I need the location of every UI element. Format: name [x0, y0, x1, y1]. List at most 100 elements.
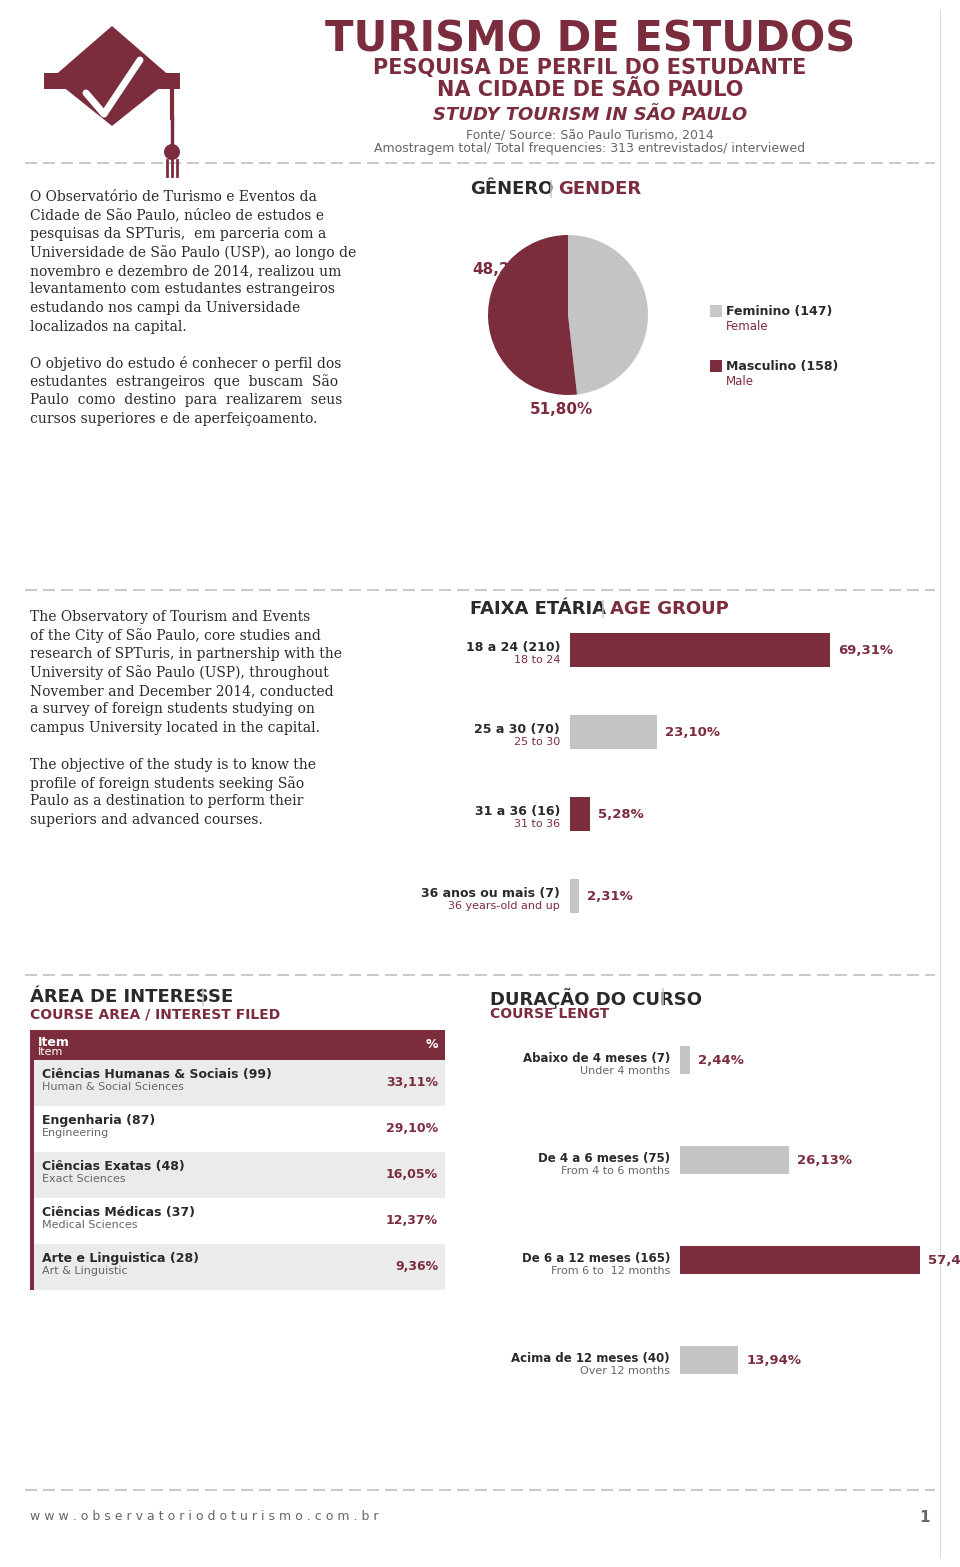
Text: |: | — [548, 180, 554, 197]
Bar — [30, 1106, 445, 1152]
Text: TURISMO DE ESTUDOS: TURISMO DE ESTUDOS — [324, 17, 855, 60]
Text: FAIXA ETÁRIA: FAIXA ETÁRIA — [470, 600, 606, 617]
Text: 2,31%: 2,31% — [587, 890, 633, 903]
Text: The objective of the study is to know the: The objective of the study is to know th… — [30, 757, 316, 771]
Text: Universidade de São Paulo (USP), ao longo de: Universidade de São Paulo (USP), ao long… — [30, 246, 356, 260]
Text: 26,13%: 26,13% — [797, 1153, 852, 1166]
Text: Medical Sciences: Medical Sciences — [42, 1221, 137, 1230]
Bar — [680, 1145, 789, 1174]
Text: 31 a 36 (16): 31 a 36 (16) — [474, 805, 560, 818]
Bar — [570, 798, 589, 831]
Text: Paulo  como  destino  para  realizarem  seus: Paulo como destino para realizarem seus — [30, 393, 343, 407]
Text: 12,37%: 12,37% — [386, 1214, 438, 1227]
Bar — [30, 1152, 445, 1199]
Text: 33,11%: 33,11% — [386, 1077, 438, 1089]
Text: 18 to 24: 18 to 24 — [514, 655, 560, 664]
Text: 23,10%: 23,10% — [664, 726, 720, 738]
Wedge shape — [488, 235, 577, 395]
Text: PESQUISA DE PERFIL DO ESTUDANTE: PESQUISA DE PERFIL DO ESTUDANTE — [373, 58, 806, 78]
Bar — [680, 1346, 738, 1374]
Text: Human & Social Sciences: Human & Social Sciences — [42, 1081, 184, 1092]
Text: 36 anos ou mais (7): 36 anos ou mais (7) — [421, 887, 560, 899]
Bar — [30, 1199, 34, 1244]
Bar — [570, 633, 830, 668]
Bar — [570, 715, 657, 749]
Text: of the City of São Paulo, core studies and: of the City of São Paulo, core studies a… — [30, 628, 321, 644]
Text: Ciências Médicas (37): Ciências Médicas (37) — [42, 1207, 195, 1219]
Bar — [30, 1199, 445, 1244]
Text: De 4 a 6 meses (75): De 4 a 6 meses (75) — [538, 1152, 670, 1164]
Text: profile of foreign students seeking São: profile of foreign students seeking São — [30, 776, 304, 791]
Text: 5,28%: 5,28% — [598, 807, 643, 821]
Bar — [680, 1047, 690, 1073]
Text: w w w . o b s e r v a t o r i o d o t u r i s m o . c o m . b r: w w w . o b s e r v a t o r i o d o t u … — [30, 1511, 378, 1523]
Text: superiors and advanced courses.: superiors and advanced courses. — [30, 813, 263, 827]
Text: Over 12 months: Over 12 months — [580, 1366, 670, 1376]
Text: Cidade de São Paulo, núcleo de estudos e: Cidade de São Paulo, núcleo de estudos e — [30, 208, 324, 223]
Text: 2,44%: 2,44% — [698, 1053, 744, 1067]
Text: 25 a 30 (70): 25 a 30 (70) — [474, 722, 560, 736]
Text: pesquisas da SPTuris,  em parceria com a: pesquisas da SPTuris, em parceria com a — [30, 227, 326, 241]
Text: Item: Item — [38, 1047, 63, 1058]
Text: GENDER: GENDER — [558, 180, 641, 197]
Text: GÊNERO: GÊNERO — [470, 180, 553, 197]
Text: 16,05%: 16,05% — [386, 1169, 438, 1182]
Text: Masculino (158): Masculino (158) — [726, 360, 838, 373]
Text: Under 4 months: Under 4 months — [580, 1066, 670, 1077]
Text: 36 years-old and up: 36 years-old and up — [448, 901, 560, 910]
Text: Arte e Linguistica (28): Arte e Linguistica (28) — [42, 1252, 199, 1265]
Text: O Observatório de Turismo e Eventos da: O Observatório de Turismo e Eventos da — [30, 190, 317, 204]
Text: 31 to 36: 31 to 36 — [514, 820, 560, 829]
Text: Art & Linguistic: Art & Linguistic — [42, 1266, 128, 1276]
Text: De 6 a 12 meses (165): De 6 a 12 meses (165) — [521, 1252, 670, 1265]
Text: novembro e dezembro de 2014, realizou um: novembro e dezembro de 2014, realizou um — [30, 263, 342, 277]
Text: Engenharia (87): Engenharia (87) — [42, 1114, 156, 1127]
Text: From 6 to  12 months: From 6 to 12 months — [551, 1266, 670, 1276]
Text: 9,36%: 9,36% — [395, 1260, 438, 1274]
Text: Exact Sciences: Exact Sciences — [42, 1174, 126, 1185]
Circle shape — [164, 144, 180, 160]
Text: |: | — [600, 600, 606, 617]
Text: 25 to 30: 25 to 30 — [514, 736, 560, 747]
Text: Female: Female — [726, 320, 769, 334]
Bar — [30, 1152, 34, 1199]
Text: 48,20%: 48,20% — [472, 262, 536, 277]
Text: O objetivo do estudo é conhecer o perfil dos: O objetivo do estudo é conhecer o perfil… — [30, 356, 342, 371]
Bar — [30, 1059, 445, 1106]
Text: 13,94%: 13,94% — [746, 1354, 802, 1366]
Bar — [570, 879, 579, 914]
Text: |: | — [660, 989, 666, 1006]
Bar — [680, 1246, 920, 1274]
Text: 69,31%: 69,31% — [838, 644, 893, 657]
Text: research of SPTuris, in partnership with the: research of SPTuris, in partnership with… — [30, 647, 342, 661]
Text: Paulo as a destination to perform their: Paulo as a destination to perform their — [30, 794, 303, 809]
Text: 57,49%: 57,49% — [928, 1254, 960, 1266]
Text: Feminino (147): Feminino (147) — [726, 306, 832, 318]
Bar — [710, 360, 722, 371]
Text: 29,10%: 29,10% — [386, 1122, 438, 1136]
Text: 51,80%: 51,80% — [530, 403, 593, 417]
Text: ÁREA DE INTERESSE: ÁREA DE INTERESSE — [30, 989, 233, 1006]
Text: localizados na capital.: localizados na capital. — [30, 320, 186, 334]
Text: Acima de 12 meses (40): Acima de 12 meses (40) — [512, 1352, 670, 1365]
Text: The Observatory of Tourism and Events: The Observatory of Tourism and Events — [30, 610, 310, 624]
Text: Abaixo de 4 meses (7): Abaixo de 4 meses (7) — [523, 1051, 670, 1066]
Bar — [30, 1059, 34, 1106]
Text: |: | — [200, 989, 206, 1006]
Text: DURAÇÃO DO CURSO: DURAÇÃO DO CURSO — [490, 989, 702, 1009]
Wedge shape — [568, 235, 648, 395]
Bar — [30, 1244, 445, 1290]
Text: STUDY TOURISM IN SÃO PAULO: STUDY TOURISM IN SÃO PAULO — [433, 107, 747, 124]
Text: Engineering: Engineering — [42, 1128, 109, 1138]
Text: Amostragem total/ Total frequencies: 313 entrevistados/ interviewed: Amostragem total/ Total frequencies: 313… — [374, 143, 805, 155]
Bar — [30, 1106, 34, 1152]
Text: AGE GROUP: AGE GROUP — [610, 600, 729, 617]
Text: Male: Male — [726, 375, 754, 389]
Text: University of São Paulo (USP), throughout: University of São Paulo (USP), throughou… — [30, 666, 328, 680]
Text: levantamento com estudantes estrangeiros: levantamento com estudantes estrangeiros — [30, 282, 335, 296]
Text: Ciências Humanas & Sociais (99): Ciências Humanas & Sociais (99) — [42, 1069, 272, 1081]
Text: campus University located in the capital.: campus University located in the capital… — [30, 721, 320, 735]
Text: November and December 2014, conducted: November and December 2014, conducted — [30, 685, 334, 697]
Text: 18 a 24 (210): 18 a 24 (210) — [466, 641, 560, 653]
Text: estudantes  estrangeiros  que  buscam  São: estudantes estrangeiros que buscam São — [30, 375, 338, 389]
